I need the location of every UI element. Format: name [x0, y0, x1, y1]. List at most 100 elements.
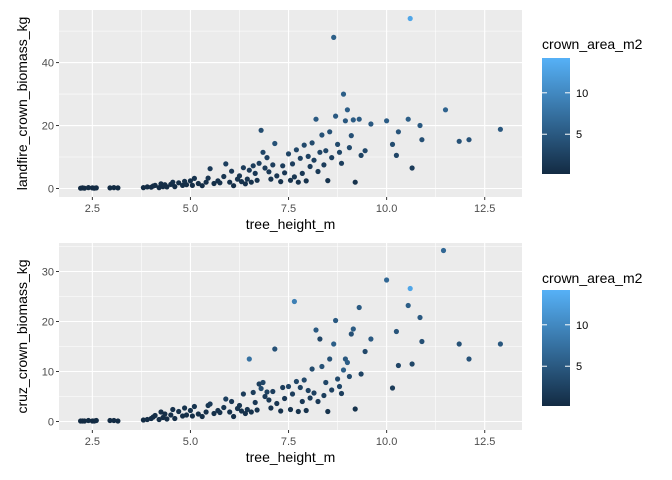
data-point [144, 184, 150, 190]
data-point [346, 145, 352, 151]
data-point [362, 148, 368, 154]
data-point [362, 348, 368, 355]
data-point [158, 409, 164, 415]
data-point [305, 387, 311, 394]
data-point [152, 182, 158, 188]
data-point [176, 180, 182, 186]
data-point [270, 162, 276, 168]
data-point [311, 157, 317, 163]
data-point [195, 180, 201, 187]
data-point [278, 179, 284, 185]
data-point [325, 178, 331, 184]
data-point [164, 416, 170, 422]
data-point [440, 247, 447, 254]
data-point [81, 418, 88, 424]
data-point [250, 163, 256, 169]
y-tick-label: 10 [42, 367, 54, 379]
data-point [338, 390, 345, 397]
data-point [303, 407, 309, 414]
data-point [323, 148, 329, 154]
data-point [327, 356, 333, 362]
data-point [203, 409, 209, 415]
data-point [313, 327, 319, 333]
data-point [183, 182, 190, 188]
data-point [246, 356, 252, 362]
data-point [111, 417, 117, 424]
data-point [93, 417, 99, 424]
legend-colorbar [542, 58, 570, 174]
data-point [297, 155, 303, 161]
data-point [309, 366, 315, 372]
data-point [285, 151, 292, 157]
x-tick-label: 12.5 [474, 436, 495, 448]
data-point [229, 398, 235, 405]
data-point [319, 363, 325, 370]
data-point [211, 410, 217, 417]
data-point [336, 383, 343, 390]
data-point [115, 418, 121, 424]
plot-background [59, 10, 522, 197]
data-point [170, 179, 176, 185]
data-point [115, 185, 121, 191]
data-point [358, 152, 364, 158]
data-point [419, 137, 425, 143]
data-point [285, 383, 292, 390]
data-point [199, 183, 205, 189]
data-point [85, 185, 91, 191]
data-point [180, 182, 186, 188]
x-tick-label: 10.0 [376, 203, 397, 215]
x-tick-label: 12.5 [474, 203, 495, 215]
data-point [156, 416, 162, 423]
data-point [395, 129, 401, 135]
data-point [289, 161, 296, 167]
data-point [246, 167, 252, 173]
data-point [266, 397, 272, 403]
data-point [107, 185, 113, 191]
data-point [274, 400, 280, 407]
data-point [309, 140, 315, 146]
y-tick-label: 30 [42, 267, 54, 279]
x-axis-title: tree_height_m [246, 216, 336, 232]
data-point [315, 398, 321, 405]
legend-label: 10 [576, 320, 588, 332]
data-point [221, 173, 227, 180]
data-point [191, 175, 197, 181]
data-point [407, 15, 413, 22]
data-point [348, 331, 354, 337]
data-point [333, 317, 339, 324]
data-point [199, 413, 205, 420]
data-point [252, 170, 258, 176]
data-point [207, 401, 213, 407]
data-point [180, 413, 186, 419]
data-point [250, 389, 256, 396]
data-point [319, 132, 325, 138]
data-point [497, 341, 503, 347]
data-point [466, 356, 472, 362]
data-point [331, 34, 337, 41]
data-point [183, 412, 190, 418]
data-point [238, 179, 245, 185]
data-point [323, 379, 329, 386]
data-point [442, 107, 449, 113]
data-point [231, 183, 237, 189]
data-point [340, 367, 347, 373]
data-point [384, 277, 390, 283]
data-point [236, 402, 243, 409]
data-point [336, 149, 343, 155]
data-point [346, 373, 352, 380]
data-point [182, 405, 188, 411]
data-point [272, 140, 278, 147]
x-tick-label: 2.5 [85, 436, 100, 448]
data-point [280, 384, 286, 391]
data-point [140, 417, 146, 423]
data-point [258, 385, 264, 392]
data-point [162, 411, 168, 417]
y-tick-label: 0 [48, 184, 54, 196]
data-point [497, 126, 503, 132]
data-point [389, 141, 396, 147]
data-point [217, 409, 223, 416]
data-point [466, 137, 472, 143]
y-tick-label: 20 [42, 121, 54, 133]
data-point [254, 177, 260, 183]
